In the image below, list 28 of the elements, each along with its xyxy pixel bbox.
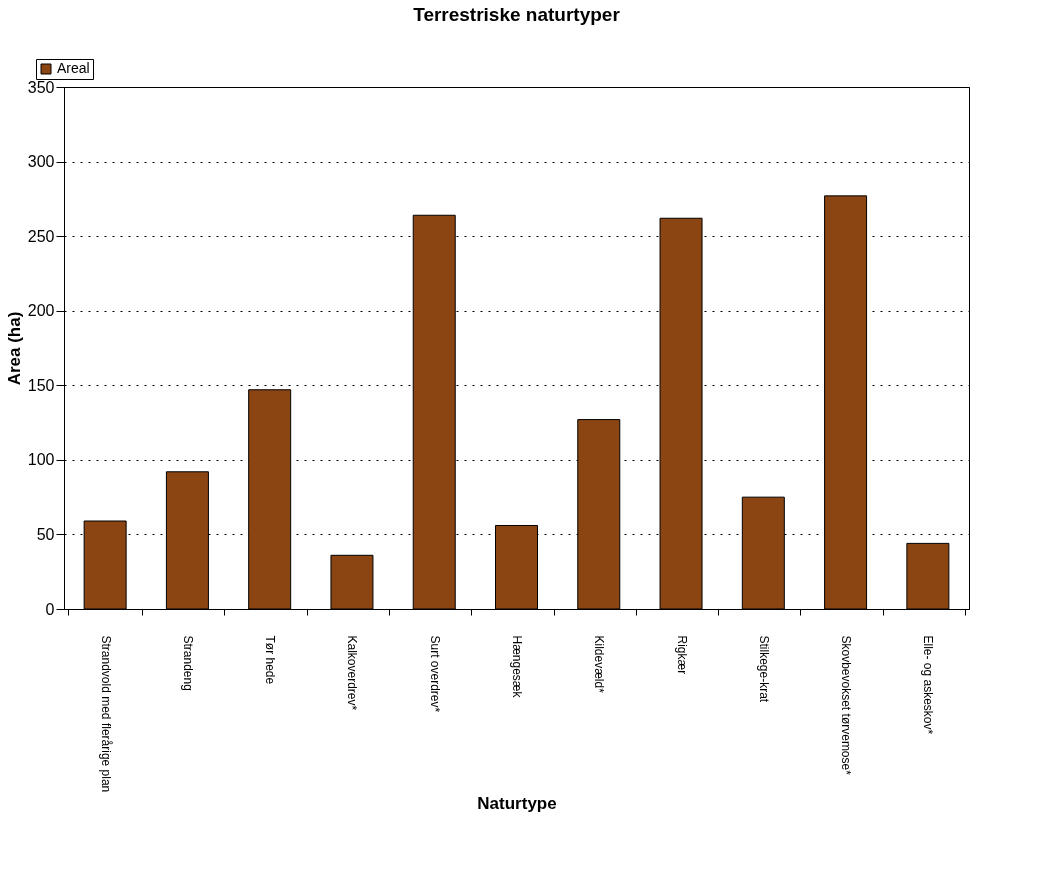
y-tick-label: 50: [36, 525, 55, 543]
x-axis-title: Naturtype: [477, 794, 557, 814]
y-axis-title: Area (ha): [4, 311, 24, 386]
x-tick-label: Surt overdrev*: [427, 635, 442, 713]
x-tick-label: Hængesæk: [510, 635, 524, 699]
x-tick-label: Kildevæld*: [592, 635, 607, 694]
legend-label: Areal: [57, 60, 90, 76]
y-tick-label: 300: [27, 153, 55, 171]
y-tick-label: 200: [27, 302, 55, 320]
y-tick-label: 250: [27, 227, 55, 245]
x-tick-label: Skovbevokset tørvemose*: [839, 635, 854, 776]
x-tick-label: Tør hede: [263, 635, 278, 685]
y-tick-label: 0: [45, 600, 55, 618]
x-tick-label: Elle- og askeskov*: [921, 635, 936, 735]
bar: [248, 389, 292, 610]
x-tick-label: Rigkær: [674, 635, 689, 675]
x-tick-label: Stilkege-krat: [756, 635, 771, 703]
chart-title: Terrestriske naturtyper: [413, 3, 621, 25]
bar: [906, 542, 950, 610]
x-tick-label: Kalkoverdrev*: [345, 635, 360, 711]
x-tick-label: Strandeng: [180, 635, 195, 691]
bar: [330, 554, 374, 610]
y-tick-label: 350: [27, 78, 55, 96]
x-tick-label: Strandvold med flerårige plan: [98, 635, 113, 793]
bar: [577, 419, 621, 610]
y-tick-label: 100: [27, 451, 55, 469]
y-tick-label: 150: [27, 376, 55, 394]
bar: [824, 195, 868, 610]
